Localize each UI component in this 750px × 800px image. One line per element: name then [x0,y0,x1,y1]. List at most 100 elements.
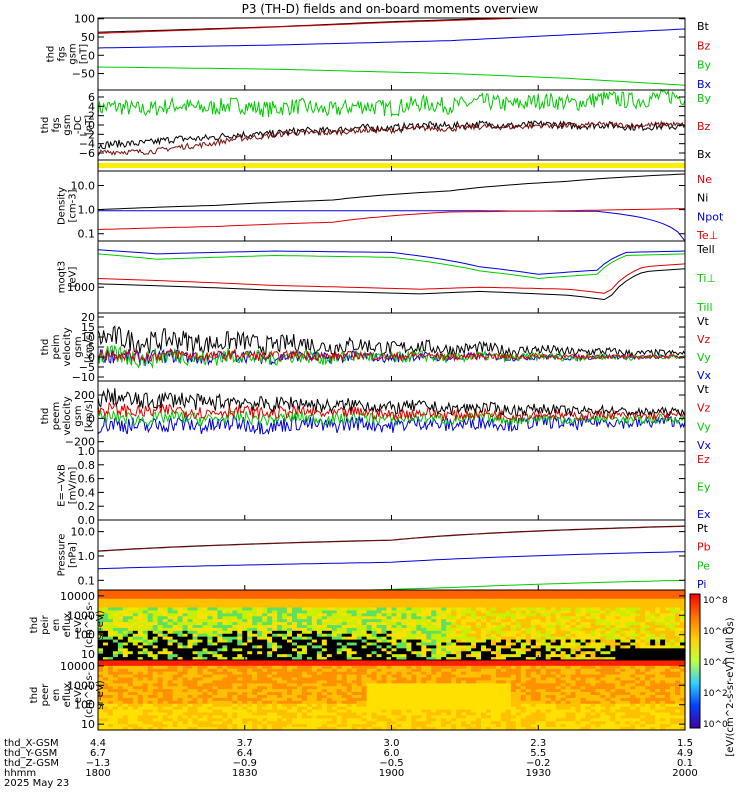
spectrogram-cell [505,639,512,644]
spectrogram-cell [257,680,263,684]
spectrogram-cell [565,610,572,614]
spectrogram-cell [356,680,363,684]
spectrogram-cell [237,697,243,702]
spectrogram-cell [481,715,487,719]
spectrogram-cell [500,654,507,658]
spectrogram-cell [436,703,442,708]
spectrogram-cell [371,692,378,696]
series-Vz [97,348,686,363]
spectrogram-cell [640,607,646,612]
spectrogram-cell [301,674,308,679]
spectrogram-cell [376,715,383,719]
spectrogram-cell [555,657,562,661]
spectrogram-cell [456,665,462,670]
spectrogram-cell [411,598,417,603]
spectrogram-cell [162,721,169,725]
spectrogram-cell [356,651,363,655]
spectrogram-cell [282,610,288,614]
spectrogram-cell [237,677,243,682]
spectrogram-cell [670,630,676,635]
spectrogram-cell [162,660,169,664]
spectrogram-cell [351,668,358,673]
spectrogram-cell [456,671,462,676]
spectrogram-cell [167,674,174,679]
spectrogram-cell [426,689,432,693]
spectrogram-cell [321,709,328,714]
spectrogram-cell [625,625,631,629]
spectrogram-cell [326,592,333,597]
spectrogram-cell [545,622,552,626]
spectrogram-cell [287,727,293,731]
spectrogram-cell [122,592,129,597]
spectrogram-cell [316,619,323,623]
spectrogram-cell [232,625,238,629]
spectrogram-cell [137,715,144,719]
spectrogram-cell [287,724,293,728]
spectrogram-cell [341,712,348,717]
spectrogram-cell [137,627,144,632]
spectrogram-cell [356,622,363,626]
spectrogram-cell [570,633,577,638]
spectrogram-cell [321,639,328,644]
spectrogram-cell [500,642,507,647]
spectrogram-cell [132,654,139,658]
spectrogram-cell [142,598,149,603]
spectrogram-cell [451,662,457,667]
spectrogram-cell [426,604,432,609]
spectrogram-cell [306,639,313,644]
spectrogram-cell [640,639,646,644]
spectrogram-cell [217,595,223,600]
spectrogram-cell [386,651,393,655]
legend-entry: Tell [696,243,715,256]
spectrogram-cell [371,721,378,725]
y-tick-label: 50 [81,31,95,44]
spectrogram-cell [237,595,243,600]
spectrogram-cell [660,622,666,626]
spectrogram-cell [436,598,442,603]
spectrogram-cell [476,674,482,679]
spectrogram-cell [197,686,204,690]
spectrogram-cell [247,645,253,649]
spectrogram-cell [466,654,472,658]
spectrogram-cell [207,613,214,617]
spectrogram-cell [237,639,243,644]
spectrogram-cell [500,645,507,649]
spectrogram-cell [157,616,164,620]
spectrogram-cell [331,622,338,626]
spectrogram-cell [117,721,124,725]
spectrogram-cell [515,610,522,614]
spectrogram-cell [112,680,119,684]
spectrogram-cell [237,622,243,626]
spectrogram-cell [456,700,462,705]
spectrogram-cell [277,639,283,644]
spectrogram-cell [461,601,467,606]
spectrogram-cell [451,601,457,606]
spectrogram-cell [650,639,656,644]
spectrogram-cell [416,651,422,655]
spectrogram-cell [401,668,408,673]
spectrogram-cell [341,692,348,696]
spectrogram-cell [272,660,278,664]
spectrogram-cell [227,619,233,623]
spectrogram-cell [361,662,368,667]
spectrogram-cell [177,616,184,620]
spectrogram-cell [471,700,477,705]
spectrogram-cell [311,671,318,676]
spectrogram-cell [610,636,616,641]
spectrogram-cell [272,680,278,684]
spectrogram-cell [117,590,124,594]
spectrogram-cell [376,686,383,690]
spectrogram-cell [157,625,164,629]
spectrogram-cell [296,706,303,711]
spectrogram-cell [446,668,452,673]
spectrogram-cell [282,627,288,632]
spectrogram-cell [137,695,144,699]
spectrogram-cell [282,601,288,606]
spectrogram-cell [381,604,388,609]
spectrogram-cell [316,595,323,600]
spectrogram-cell [247,639,253,644]
spectrogram-cell [655,601,661,606]
flag-bar [98,163,685,168]
spectrogram-cell [336,677,343,682]
